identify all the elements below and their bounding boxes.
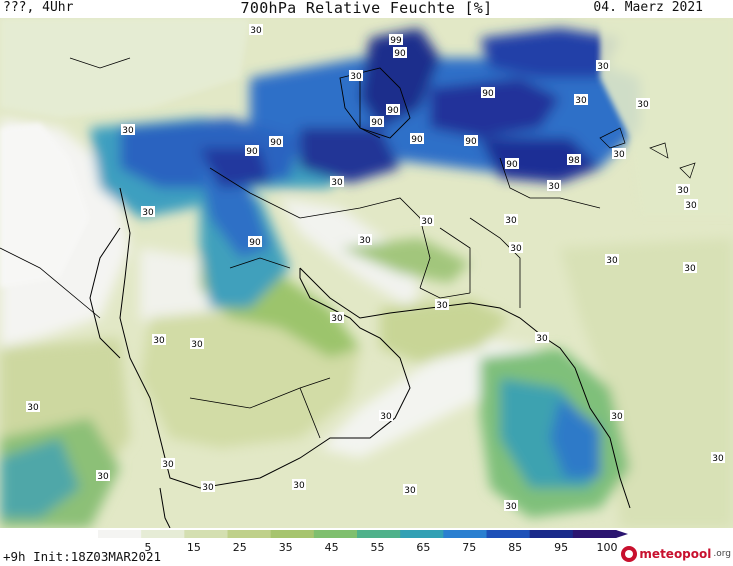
lake-outlines bbox=[599, 127, 696, 179]
forecast-time-label: ???, 4Uhr bbox=[3, 0, 74, 15]
caspian-sea-outline bbox=[339, 67, 411, 139]
contour-label: 30 bbox=[350, 72, 362, 82]
contour-label: 30 bbox=[677, 186, 689, 196]
contour-label: 30 bbox=[202, 483, 214, 493]
colorbar-tick-label: 5 bbox=[144, 541, 152, 554]
colorbar-tick-label: 75 bbox=[462, 541, 477, 554]
colorbar bbox=[98, 530, 628, 538]
contour-label: 30 bbox=[505, 216, 517, 226]
colorbar-arrow bbox=[616, 530, 628, 538]
contour-label: 30 bbox=[142, 208, 154, 218]
map-title: 700hPa Relative Feuchte [%] bbox=[240, 0, 493, 17]
contour-label: 30 bbox=[685, 201, 697, 211]
colorbar-tick-label: 95 bbox=[554, 541, 569, 554]
contour-label: 90 bbox=[506, 160, 518, 170]
contour-label: 30 bbox=[548, 182, 560, 192]
contour-label: 30 bbox=[637, 100, 649, 110]
contour-label: 30 bbox=[122, 126, 134, 136]
contour-label: 90 bbox=[482, 89, 494, 99]
logo-text: meteopool bbox=[639, 547, 712, 561]
contour-label: 90 bbox=[394, 49, 406, 59]
colorbar-segment bbox=[400, 530, 444, 538]
contour-label: 98 bbox=[568, 156, 580, 166]
contour-label: 30 bbox=[191, 340, 203, 350]
colorbar-tick-label: 65 bbox=[416, 541, 431, 554]
contour-label: 30 bbox=[293, 481, 305, 491]
colorbar-segment bbox=[98, 530, 142, 538]
contour-label: 30 bbox=[331, 178, 343, 188]
contour-label: 30 bbox=[597, 62, 609, 72]
humidity-field-detail bbox=[0, 18, 733, 288]
contour-label: 30 bbox=[575, 96, 587, 106]
colorbar-tick-label: 45 bbox=[324, 541, 339, 554]
colorbar-segment bbox=[184, 530, 228, 538]
contour-label: 30 bbox=[536, 334, 548, 344]
contour-label: 30 bbox=[162, 460, 174, 470]
colorbar-segment bbox=[529, 530, 574, 538]
contour-label: 90 bbox=[270, 138, 282, 148]
logo-suffix: .org bbox=[713, 549, 731, 559]
contour-label: 30 bbox=[97, 472, 109, 482]
contour-label: 99 bbox=[390, 36, 402, 46]
contour-label: 30 bbox=[153, 336, 165, 346]
meteopool-logo-icon bbox=[621, 546, 638, 562]
contour-label: 90 bbox=[465, 137, 477, 147]
contour-label: 30 bbox=[684, 264, 696, 274]
contour-label: 30 bbox=[613, 150, 625, 160]
contour-label: 30 bbox=[421, 217, 433, 227]
colorbar-tick-label: 15 bbox=[186, 541, 201, 554]
contour-label: 30 bbox=[712, 454, 724, 464]
contour-label: 30 bbox=[436, 301, 448, 311]
contour-label: 30 bbox=[331, 314, 343, 324]
forecast-date: 04. Maerz 2021 bbox=[593, 0, 703, 15]
contour-label: 30 bbox=[27, 403, 39, 413]
contour-label: 30 bbox=[505, 502, 517, 512]
contour-label: 30 bbox=[359, 236, 371, 246]
contour-label: 90 bbox=[387, 106, 399, 116]
colorbar-segment bbox=[443, 530, 487, 538]
colorbar-tick-label: 85 bbox=[508, 541, 523, 554]
country-borders bbox=[0, 57, 601, 439]
colorbar-segment bbox=[357, 530, 401, 538]
colorbar-segment bbox=[572, 530, 617, 538]
colorbar-tick-label: 100 bbox=[596, 541, 618, 554]
contour-label: 90 bbox=[249, 238, 261, 248]
run-info: +9h Init:18Z03MAR2021 bbox=[3, 549, 162, 564]
colorbar-tick-label: 25 bbox=[232, 541, 247, 554]
humidity-map: 99 90 30 30 90 30 90 30 90 90 90 90 90 3… bbox=[0, 18, 733, 528]
contour-label: 30 bbox=[380, 412, 392, 422]
humidity-field bbox=[0, 28, 733, 528]
colorbar-tick-label: 35 bbox=[278, 541, 293, 554]
contour-labels: 99 90 30 30 90 30 90 30 90 90 90 90 90 3… bbox=[26, 24, 725, 512]
contour-label: 30 bbox=[250, 26, 262, 36]
colorbar-segment bbox=[227, 530, 272, 538]
contour-label: 30 bbox=[510, 244, 522, 254]
contour-label: 30 bbox=[404, 486, 416, 496]
contour-label: 90 bbox=[246, 147, 258, 157]
meteopool-logo[interactable]: meteopool .org bbox=[621, 545, 731, 563]
contour-label: 90 bbox=[371, 118, 383, 128]
colorbar-segment bbox=[313, 530, 358, 538]
contour-label: 90 bbox=[411, 135, 423, 145]
contour-label: 30 bbox=[611, 412, 623, 422]
colorbar-tick-label: 55 bbox=[370, 541, 385, 554]
contour-label: 30 bbox=[606, 256, 618, 266]
colorbar-segment bbox=[270, 530, 315, 538]
colorbar-segment bbox=[141, 530, 185, 538]
colorbar-segment bbox=[486, 530, 531, 538]
